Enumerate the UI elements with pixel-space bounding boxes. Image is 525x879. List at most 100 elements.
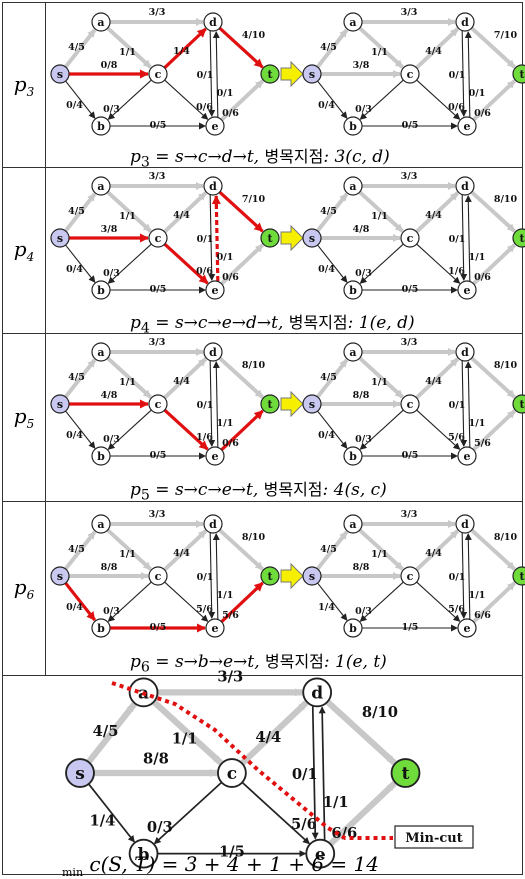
edge-label-row3-before-be: 0/5 xyxy=(150,622,167,633)
edge-label-row0-after-sa: 4/5 xyxy=(320,42,337,53)
edge-row2-after-ed xyxy=(464,360,472,448)
edge-label-row3-before-et: 5/6 xyxy=(222,610,239,621)
edge-row1-before-cb xyxy=(107,243,152,284)
node-row3-before-s xyxy=(50,566,70,586)
edge-row0-after-sa xyxy=(316,28,349,69)
edge-label-row2-after-cd: 4/4 xyxy=(425,376,442,387)
edge-row2-before-sa xyxy=(64,358,97,399)
flow-graph-row1-after: 4/54/80/43/31/10/34/41/60/11/10/58/100/6… xyxy=(302,171,525,300)
node-row1-after-t xyxy=(512,228,525,248)
node-row1-after-e xyxy=(457,280,477,300)
edge-label-row1-before-sa: 4/5 xyxy=(68,206,85,217)
node-row0-after-a xyxy=(343,12,363,32)
edge-row3-after-de xyxy=(460,532,468,620)
edge-row0-after-de xyxy=(460,30,468,118)
edge-row1-after-cd xyxy=(415,191,460,234)
edge-label-row1-after-ac: 1/1 xyxy=(371,211,388,222)
node-row2-after-c xyxy=(400,394,420,414)
node-row2-before-b xyxy=(91,446,111,466)
edge-row1-after-ac xyxy=(358,190,404,233)
edge-label-row3-before-cb: 0/3 xyxy=(103,606,120,617)
node-label-final-b: b xyxy=(138,845,150,865)
node-row1-after-d xyxy=(455,176,475,196)
node-row0-after-t xyxy=(512,64,525,84)
node-row0-before-t xyxy=(260,64,280,84)
edge-label-row0-before-ad: 3/3 xyxy=(149,7,166,18)
node-label-final-t: t xyxy=(402,764,410,784)
edge-row1-before-de xyxy=(208,194,216,282)
node-label-row1-before-c: c xyxy=(155,232,162,245)
node-row0-before-d xyxy=(203,12,223,32)
edge-label-row2-after-cb: 0/3 xyxy=(355,434,372,445)
row-cell-p3 xyxy=(45,2,523,168)
node-label-row2-after-e: e xyxy=(464,450,471,463)
edge-row0-before-sb xyxy=(65,80,96,119)
edge-row2-before-dt xyxy=(218,356,264,399)
edge-label-row3-before-sb: 0/4 xyxy=(66,602,83,613)
edge-row1-after-sa xyxy=(316,192,349,233)
edge-label-row3-before-de: 0/1 xyxy=(197,572,214,583)
node-row0-after-s xyxy=(302,64,322,84)
transition-arrow-row1 xyxy=(280,224,304,252)
node-final-d xyxy=(302,677,333,708)
node-row3-before-d xyxy=(203,514,223,534)
edge-label-row1-after-cd: 4/4 xyxy=(425,210,442,221)
edge-row2-after-ce xyxy=(416,409,461,450)
edge-row3-after-sb xyxy=(317,582,348,621)
edge-label-row2-before-be: 0/5 xyxy=(150,450,167,461)
node-label-row2-before-b: b xyxy=(97,450,105,463)
edge-row0-before-de xyxy=(208,30,216,118)
node-label-row0-after-a: a xyxy=(349,16,356,29)
node-label-row1-after-e: e xyxy=(464,284,471,297)
node-label-row3-before-s: s xyxy=(57,570,63,583)
edge-row3-after-dt xyxy=(470,528,516,571)
edge-final-cb xyxy=(153,781,223,845)
edge-label-row0-before-et: 0/6 xyxy=(222,108,239,119)
node-row2-after-d xyxy=(455,342,475,362)
edge-label-row2-before-sa: 4/5 xyxy=(68,372,85,383)
node-row0-before-e xyxy=(205,116,225,136)
node-label-row2-after-b: b xyxy=(349,450,357,463)
node-row3-before-b xyxy=(91,618,111,638)
node-label-row0-after-d: d xyxy=(461,16,469,29)
edge-label-row0-before-ce: 0/6 xyxy=(196,102,213,113)
edge-final-dt xyxy=(325,699,397,766)
node-label-row2-before-d: d xyxy=(209,346,217,359)
node-row2-after-s xyxy=(302,394,322,414)
node-label-row0-after-c: c xyxy=(407,68,414,81)
node-label-row3-after-e: e xyxy=(464,622,471,635)
node-label-row1-before-a: a xyxy=(97,180,104,193)
edge-row1-after-ce xyxy=(416,243,461,284)
edge-row0-before-ce xyxy=(164,79,209,120)
node-label-row3-after-c: c xyxy=(407,570,414,583)
edge-row2-before-cb xyxy=(107,409,152,450)
node-label-row2-before-t: t xyxy=(267,398,273,411)
node-row0-before-a xyxy=(91,12,111,32)
node-label-row1-before-d: d xyxy=(209,180,217,193)
node-label-row2-before-a: a xyxy=(97,346,104,359)
edge-row3-before-cb xyxy=(107,581,152,622)
edge-final-cd xyxy=(239,700,309,766)
edge-label-row2-before-ad: 3/3 xyxy=(149,337,166,348)
edge-label-row3-after-de: 0/1 xyxy=(449,572,466,583)
edge-label-row0-after-sb: 0/4 xyxy=(318,100,335,111)
edge-label-row2-before-ce: 1/6 xyxy=(196,432,213,443)
edge-row3-after-cd xyxy=(415,529,460,572)
node-label-final-d: d xyxy=(311,684,323,704)
edge-row0-before-ed xyxy=(212,30,220,118)
edge-row1-after-de xyxy=(460,194,468,282)
node-row2-before-t xyxy=(260,394,280,414)
edge-row1-before-cd xyxy=(163,191,208,234)
node-row1-before-b xyxy=(91,280,111,300)
edge-label-row2-before-ed: 1/1 xyxy=(217,418,234,429)
node-row1-before-d xyxy=(203,176,223,196)
node-final-s xyxy=(65,758,95,788)
edge-row0-before-ac xyxy=(106,26,152,69)
edge-label-row2-before-cb: 0/3 xyxy=(103,434,120,445)
node-row2-after-a xyxy=(343,342,363,362)
node-row2-after-b xyxy=(343,446,363,466)
edge-label-final-be: 1/5 xyxy=(219,844,245,861)
edge-row2-after-ac xyxy=(358,356,404,399)
flow-graph-row3-before: 4/58/80/43/31/10/34/45/60/11/10/58/105/6… xyxy=(50,509,280,638)
